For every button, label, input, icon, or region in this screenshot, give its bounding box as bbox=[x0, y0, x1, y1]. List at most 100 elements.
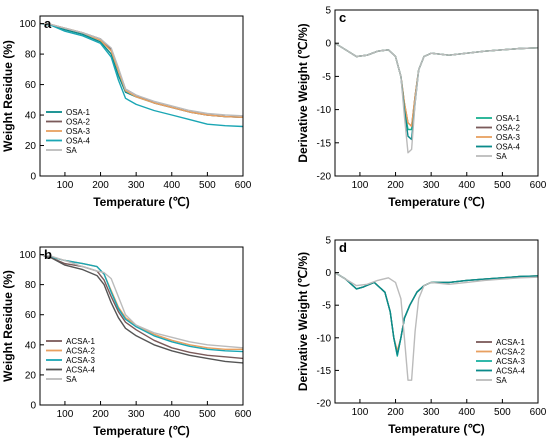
series-line-sa bbox=[334, 272, 539, 381]
x-tick-label: 400 bbox=[163, 409, 180, 420]
y-tick-label: 20 bbox=[25, 141, 37, 152]
x-tick-label: 600 bbox=[235, 409, 252, 420]
series-line-acsa-1 bbox=[39, 253, 244, 360]
y-tick-label: 100 bbox=[19, 250, 36, 261]
legend-entry: OSA-1 bbox=[66, 108, 91, 117]
legend-entry: OSA-4 bbox=[66, 137, 91, 146]
y-tick-label: 5 bbox=[325, 6, 331, 17]
series-line-osa-3 bbox=[39, 22, 244, 118]
legend-entry: OSA-3 bbox=[66, 127, 91, 136]
series-line-osa-4 bbox=[39, 22, 244, 128]
y-axis-label: Weight Residue (%) bbox=[1, 270, 15, 382]
legend-entry: ACSA-4 bbox=[496, 367, 525, 376]
x-tick-label: 200 bbox=[387, 407, 404, 418]
y-tick-label: 80 bbox=[25, 280, 37, 291]
x-tick-label: 300 bbox=[128, 180, 145, 191]
x-tick-label: 200 bbox=[92, 180, 109, 191]
x-tick-label: 400 bbox=[458, 407, 475, 418]
y-tick-label: 0 bbox=[30, 172, 36, 183]
legend-entry: ACSA-2 bbox=[66, 347, 95, 356]
series-line-acsa-2 bbox=[39, 253, 243, 350]
series-line-sa bbox=[334, 42, 539, 154]
legend-entry: ACSA-3 bbox=[496, 357, 525, 366]
y-tick-label: 0 bbox=[325, 39, 331, 50]
legend-entry: ACSA-4 bbox=[66, 366, 95, 375]
panel-label: b bbox=[44, 247, 52, 262]
plot-frame bbox=[39, 15, 244, 177]
legend-entry: ACSA-3 bbox=[66, 356, 95, 365]
series-line-sa bbox=[39, 253, 244, 349]
panel-b: 100 200 300 400 500 600 0 20 40 60 80 100 Temperatur… bbox=[1, 246, 252, 438]
y-tick-label: -10 bbox=[317, 333, 332, 344]
series-line-sa bbox=[39, 22, 244, 117]
panel-a: 100 200 300 400 500 600 0 20 40 60 80 100 Temperatur… bbox=[1, 15, 252, 209]
x-tick-label: 100 bbox=[352, 180, 369, 191]
y-axis-label: Derivative Weight (℃/%) bbox=[296, 23, 310, 162]
plot-frame bbox=[334, 239, 539, 404]
x-tick-label: 600 bbox=[235, 180, 252, 191]
x-tick-label: 100 bbox=[57, 180, 74, 191]
series-line-acsa-3 bbox=[39, 253, 244, 353]
plot-frame bbox=[39, 246, 244, 406]
y-tick-label: 0 bbox=[30, 401, 36, 412]
x-tick-label: 400 bbox=[163, 180, 180, 191]
y-tick-label: -5 bbox=[322, 72, 331, 83]
panel-label: c bbox=[339, 10, 346, 25]
y-axis-label: Derivative Weight (℃/%) bbox=[296, 252, 310, 391]
x-tick-label: 500 bbox=[199, 409, 216, 420]
y-tick-label: -20 bbox=[317, 172, 332, 183]
x-axis-label: Temperature (℃) bbox=[388, 195, 485, 209]
plot-frame bbox=[334, 9, 539, 177]
x-tick-label: 100 bbox=[352, 407, 369, 418]
panel-label: d bbox=[339, 240, 347, 255]
y-axis-label: Weight Residue (%) bbox=[1, 40, 15, 152]
panel-label: a bbox=[44, 16, 52, 31]
x-tick-label: 500 bbox=[494, 180, 511, 191]
legend-entry: SA bbox=[496, 376, 507, 385]
legend-entry: OSA-1 bbox=[496, 114, 521, 123]
x-tick-label: 600 bbox=[530, 180, 547, 191]
y-tick-label: 60 bbox=[25, 80, 37, 91]
y-tick-label: 40 bbox=[25, 340, 37, 351]
y-tick-label: 100 bbox=[19, 19, 36, 30]
x-tick-label: 500 bbox=[494, 407, 511, 418]
x-tick-label: 600 bbox=[530, 407, 547, 418]
legend-entry: ACSA-1 bbox=[496, 338, 525, 347]
legend-entry: OSA-3 bbox=[496, 133, 521, 142]
y-tick-label: 0 bbox=[325, 268, 331, 279]
legend-entry: SA bbox=[66, 146, 77, 155]
y-tick-label: -15 bbox=[317, 138, 332, 149]
y-tick-label: 40 bbox=[25, 111, 37, 122]
y-tick-label: 80 bbox=[25, 50, 37, 61]
series-line-acsa-4 bbox=[334, 272, 539, 356]
x-tick-label: 500 bbox=[199, 180, 216, 191]
x-tick-label: 100 bbox=[57, 409, 74, 420]
x-tick-label: 300 bbox=[128, 409, 145, 420]
x-axis-label: Temperature (℃) bbox=[93, 195, 190, 209]
legend-entry: ACSA-1 bbox=[66, 337, 95, 346]
series-line-acsa-4 bbox=[39, 253, 244, 364]
y-tick-label: -10 bbox=[317, 105, 332, 116]
x-tick-label: 300 bbox=[423, 407, 440, 418]
x-tick-label: 200 bbox=[387, 180, 404, 191]
legend-entry: SA bbox=[496, 152, 507, 161]
legend-entry: ACSA-2 bbox=[496, 348, 525, 357]
legend-entry: OSA-2 bbox=[66, 118, 91, 127]
x-axis-label: Temperature (℃) bbox=[93, 424, 190, 438]
series-line-osa-2 bbox=[39, 22, 244, 118]
x-axis-label: Temperature (℃) bbox=[388, 422, 485, 436]
legend-entry: OSA-4 bbox=[496, 143, 521, 152]
y-tick-label: 20 bbox=[25, 370, 37, 381]
x-tick-label: 200 bbox=[92, 409, 109, 420]
y-tick-label: 60 bbox=[25, 310, 37, 321]
x-tick-label: 300 bbox=[423, 180, 440, 191]
y-tick-label: -5 bbox=[322, 301, 331, 312]
x-tick-label: 400 bbox=[458, 180, 475, 191]
y-tick-label: -15 bbox=[317, 366, 332, 377]
y-tick-label: -20 bbox=[317, 399, 332, 410]
